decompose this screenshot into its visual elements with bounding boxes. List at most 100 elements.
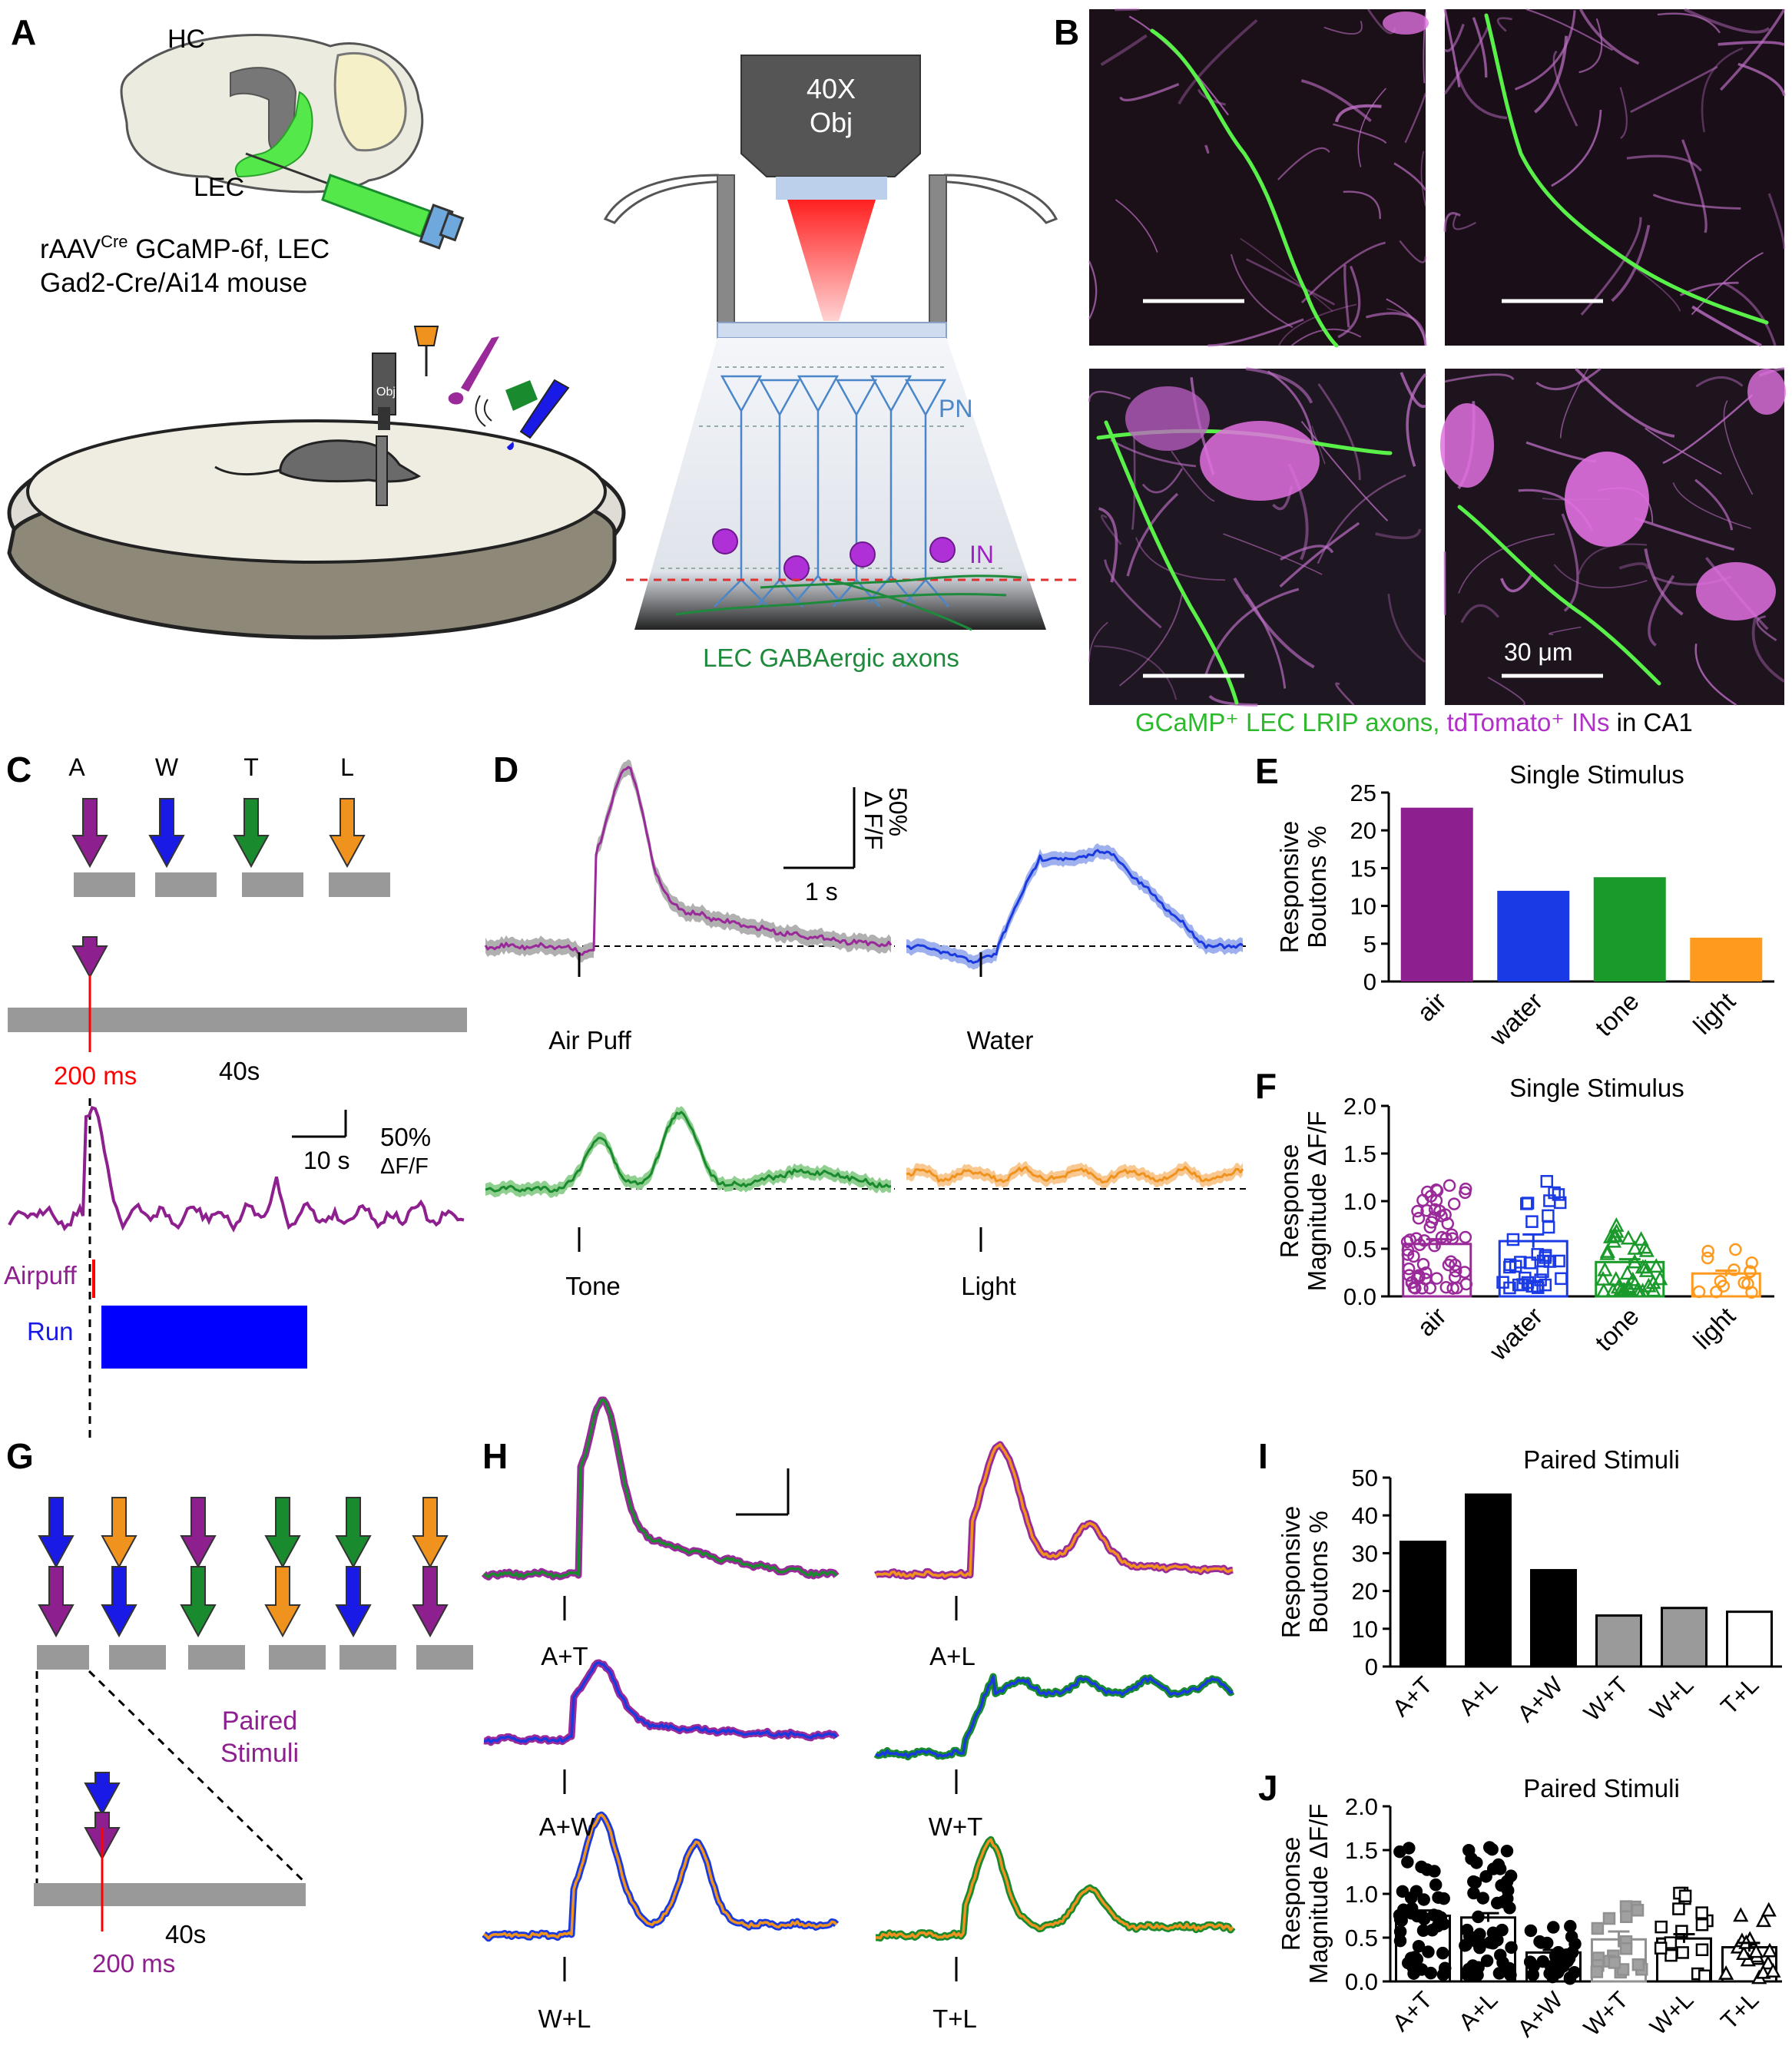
chart-j: 0.0 0.5 1.0 1.5 2.0 Paired Stimuli Response Mag…	[1277, 1774, 1782, 2042]
data-point	[1503, 1902, 1516, 1915]
neurite	[1719, 8, 1786, 91]
neurite	[1657, 12, 1721, 34]
data-point	[1654, 1941, 1668, 1955]
data-point	[1462, 1843, 1476, 1857]
panel-label-f: F	[1255, 1066, 1277, 1106]
x-tick-label: tone	[1589, 987, 1645, 1042]
data-point	[1633, 1231, 1649, 1246]
data-point	[1761, 1942, 1778, 1958]
trace-a-t	[481, 1396, 840, 1581]
data-point	[1637, 1239, 1653, 1254]
data-point	[1718, 1965, 1734, 1980]
data-point	[1419, 1273, 1432, 1286]
data-point	[1473, 1941, 1486, 1955]
laser-beam	[787, 200, 876, 321]
y-axis-label: Boutons %	[1303, 826, 1331, 948]
x-tick-label: light	[1688, 987, 1741, 1040]
data-point	[1402, 1262, 1416, 1276]
neurite	[1722, 281, 1777, 346]
data-point	[1403, 1233, 1416, 1246]
neurite	[1648, 574, 1675, 647]
bar	[1661, 1607, 1708, 1668]
neurite	[1458, 533, 1555, 594]
panel-b-caption: GCaMP⁺ LEC LRIP axons, tdTomato⁺ INs in …	[1135, 708, 1693, 737]
in-label: IN	[969, 541, 994, 568]
data-point	[1698, 1969, 1711, 1982]
neurite	[1701, 47, 1744, 133]
data-point	[1480, 1954, 1494, 1968]
interneuron	[783, 555, 810, 581]
data-point	[1469, 1875, 1482, 1889]
y-tick-label: 30	[1352, 1540, 1378, 1567]
data-point	[1695, 1943, 1709, 1957]
trace-a-l	[875, 1443, 1234, 1578]
d-label-airpuff: Air Puff	[548, 1026, 631, 1054]
neurite	[1694, 478, 1734, 531]
neurite	[1552, 50, 1578, 127]
data-point	[1506, 1233, 1520, 1246]
data-point	[1410, 1272, 1424, 1286]
airpuff-icon	[461, 336, 499, 392]
g-pulse-label: 200 ms	[92, 1949, 175, 1978]
neurite	[1230, 253, 1293, 329]
panel-label-a: A	[11, 12, 36, 52]
data-point	[1627, 1240, 1643, 1255]
h-label-aw: A+W	[539, 1812, 595, 1841]
chart-title: Single Stimulus	[1509, 1074, 1684, 1102]
sem-band	[485, 759, 891, 963]
neurite	[1443, 212, 1461, 232]
stimulus-arrow	[335, 1566, 372, 1638]
panel-h-traces: A+T A+L A+W W+T W+L T+L	[481, 1396, 1236, 2033]
data-point	[1491, 1896, 1504, 1910]
chart-e: 0 5 10 15 20 25 Single Stimulus Responsive Bouto…	[1275, 760, 1774, 1051]
neurite	[1549, 626, 1582, 635]
panel-label-j: J	[1258, 1768, 1278, 1808]
interneuron	[929, 537, 956, 563]
neurite	[1204, 588, 1300, 678]
pyramidal-neurons	[714, 375, 949, 607]
neurite	[1343, 190, 1381, 220]
data-point	[1631, 1958, 1645, 1971]
neurite	[1443, 8, 1461, 88]
neurite	[1717, 41, 1785, 46]
bar	[1465, 1493, 1512, 1668]
lec-region	[234, 91, 313, 178]
neurite	[1406, 372, 1427, 467]
data-point	[1672, 1902, 1685, 1915]
data-point	[1602, 1912, 1616, 1925]
neurite	[1115, 199, 1158, 253]
trace-water	[906, 849, 1244, 965]
y-tick-label: 15	[1350, 855, 1376, 882]
in-soma	[1200, 421, 1320, 501]
stimulus-arrow	[101, 1497, 137, 1569]
data-point	[1416, 1924, 1430, 1937]
neurite	[1100, 34, 1148, 67]
neurite	[1335, 682, 1355, 706]
interneuron	[712, 528, 738, 554]
data-point	[1548, 1186, 1561, 1200]
data-point	[1413, 1238, 1426, 1251]
mouse-line-label: Gad2-Cre/Ai14 mouse	[40, 268, 307, 298]
data-point	[1412, 1212, 1426, 1225]
x-tick-label: tone	[1589, 1302, 1645, 1357]
stimulus-arrow	[412, 1497, 449, 1569]
data-point	[1542, 1220, 1555, 1234]
neurite	[1204, 144, 1210, 154]
neurite	[1300, 79, 1372, 122]
neurite	[1110, 439, 1197, 468]
stimulus-arrow	[84, 1772, 121, 1816]
neurite	[1443, 26, 1489, 95]
y-axis-label: Response	[1277, 1837, 1305, 1951]
data-point	[1459, 1938, 1472, 1951]
pn-label: PN	[939, 395, 972, 422]
data-point	[1620, 1910, 1633, 1924]
neurite	[1311, 425, 1326, 465]
data-point	[1536, 1265, 1549, 1279]
data-point	[1412, 1940, 1426, 1953]
trace-tone	[485, 1111, 892, 1193]
obj-small-label: Obj	[376, 386, 396, 399]
data-point	[1736, 1945, 1752, 1960]
data-point	[1419, 1266, 1433, 1279]
neurite	[1208, 694, 1258, 707]
data-point	[1761, 1902, 1777, 1917]
